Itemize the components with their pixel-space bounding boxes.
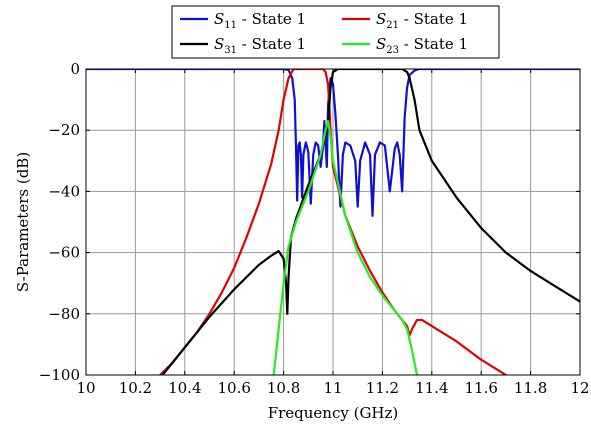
y-tick-label: −100: [39, 366, 80, 384]
y-tick-label: 0: [70, 60, 80, 78]
x-tick-label: 10.8: [267, 379, 300, 397]
x-tick-label: 10.2: [119, 379, 152, 397]
x-tick-label: 11.4: [415, 379, 448, 397]
ticks: 10 10.2 10.4 10.6 10.8 11 11.2 11.4 11.6 11.8 12 0 −…: [39, 60, 590, 397]
series-group: [86, 69, 580, 375]
series-line-23: [272, 119, 419, 375]
y-axis-label: S-Parameters (dB): [14, 152, 32, 292]
x-axis-label: Frequency (GHz): [268, 404, 399, 422]
x-tick-label: 12: [570, 379, 589, 397]
legend-entry-31: S31 - State 1: [214, 35, 306, 56]
legend: S11 - State 1 S21 - State 1 S31 - State 1 S…: [171, 5, 500, 59]
y-tick-label: −40: [48, 182, 80, 200]
x-tick-label: 11.8: [514, 379, 547, 397]
legend-entry-21: S21 - State 1: [376, 10, 468, 31]
y-tick-label: −60: [48, 244, 80, 262]
x-tick-label: 10.4: [168, 379, 201, 397]
x-tick-label: 10.6: [217, 379, 250, 397]
y-tick-label: −80: [48, 305, 80, 323]
x-tick-label: 10: [76, 379, 95, 397]
legend-entry-11: S11 - State 1: [214, 10, 306, 31]
x-tick-label: 11.2: [366, 379, 399, 397]
series-line-11: [86, 69, 580, 217]
legend-box: [171, 5, 500, 59]
y-tick-label: −20: [48, 121, 80, 139]
x-tick-label: 11.6: [464, 379, 497, 397]
x-tick-label: 11: [323, 379, 342, 397]
legend-entry-23: S23 - State 1: [376, 35, 468, 56]
